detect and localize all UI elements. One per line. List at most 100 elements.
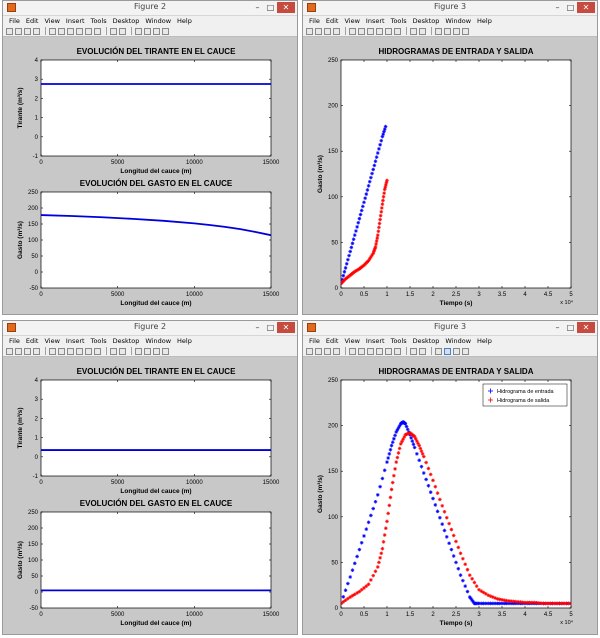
plot-axes[interactable]: HIDROGRAMAS DE ENTRADA Y SALIDA 0 0.5 1 1.5 2…	[317, 367, 574, 627]
colorbar-icon[interactable]	[435, 347, 442, 355]
zoom-out-icon[interactable]	[67, 347, 74, 355]
menu-item-desktop[interactable]: Desktop	[412, 17, 440, 25]
close-button[interactable]: ✕	[277, 322, 295, 333]
menu-item-file[interactable]: File	[309, 337, 320, 345]
menu-item-help[interactable]: Help	[177, 17, 192, 25]
pan-icon[interactable]	[76, 27, 83, 35]
menu-item-file[interactable]: File	[9, 17, 20, 25]
menu-item-desktop[interactable]: Desktop	[112, 337, 140, 345]
maximize-button[interactable]: □	[566, 323, 575, 332]
menu-item-insert[interactable]: Insert	[65, 17, 85, 25]
open-icon[interactable]	[15, 347, 22, 355]
maximize-button[interactable]: □	[266, 3, 275, 12]
zoom-in-icon[interactable]	[58, 27, 65, 35]
print-icon[interactable]	[33, 347, 40, 355]
menu-item-edit[interactable]: Edit	[325, 337, 339, 345]
legend-icon[interactable]	[444, 27, 451, 35]
arrow-icon[interactable]	[49, 347, 56, 355]
minimize-button[interactable]: –	[255, 323, 260, 332]
plot-area[interactable]	[40, 191, 272, 289]
show-icon[interactable]	[162, 347, 169, 355]
maximize-button[interactable]: □	[566, 3, 575, 12]
link-icon[interactable]	[419, 347, 426, 355]
close-button[interactable]: ✕	[577, 322, 595, 333]
rotate-icon[interactable]	[385, 27, 392, 35]
title-bar[interactable]: Figure 2 – □ ✕	[3, 1, 297, 16]
close-button[interactable]: ✕	[277, 2, 295, 13]
arrow-icon[interactable]	[49, 27, 56, 35]
link-icon[interactable]	[119, 27, 126, 35]
colorbar-icon[interactable]	[135, 27, 142, 35]
brush-icon[interactable]	[410, 27, 417, 35]
plot-area[interactable]	[40, 511, 272, 609]
menu-item-view[interactable]: View	[344, 337, 360, 345]
figure-window[interactable]: Figure 2 – □ ✕ File Edit View Insert Tools Deskto…	[2, 0, 298, 315]
pan-icon[interactable]	[376, 347, 383, 355]
zoom-in-icon[interactable]	[358, 27, 365, 35]
menu-item-window[interactable]: Window	[445, 337, 472, 345]
zoom-out-icon[interactable]	[367, 27, 374, 35]
save-icon[interactable]	[24, 347, 31, 355]
title-bar[interactable]: Figure 2 – □ ✕	[3, 321, 297, 336]
figure-window[interactable]: Figure 3 – □ ✕ File Edit View Insert Tools Deskto…	[302, 320, 598, 635]
hide-icon[interactable]	[153, 27, 160, 35]
maximize-button[interactable]: □	[266, 323, 275, 332]
rotate-icon[interactable]	[385, 347, 392, 355]
print-icon[interactable]	[33, 27, 40, 35]
zoom-out-icon[interactable]	[67, 27, 74, 35]
menu-item-tools[interactable]: Tools	[90, 337, 107, 345]
legend-icon[interactable]	[144, 347, 151, 355]
menu-item-window[interactable]: Window	[445, 17, 472, 25]
menu-item-view[interactable]: View	[44, 17, 60, 25]
legend-icon[interactable]	[444, 347, 451, 355]
menu-item-edit[interactable]: Edit	[25, 17, 39, 25]
figure-window[interactable]: Figure 2 – □ ✕ File Edit View Insert Tools Deskto…	[2, 320, 298, 635]
plot-axes[interactable]: HIDROGRAMAS DE ENTRADA Y SALIDA 0 0.5 1 1.5 2…	[317, 47, 574, 307]
arrow-icon[interactable]	[349, 27, 356, 35]
figure-window[interactable]: Figure 3 – □ ✕ File Edit View Insert Tools Deskto…	[302, 0, 598, 315]
link-icon[interactable]	[119, 347, 126, 355]
menu-item-desktop[interactable]: Desktop	[112, 17, 140, 25]
menu-item-tools[interactable]: Tools	[390, 17, 407, 25]
datacursor-icon[interactable]	[94, 347, 101, 355]
menu-item-file[interactable]: File	[309, 17, 320, 25]
legend[interactable]: Hidrograma de entrada Hidrograma de salid…	[482, 383, 568, 407]
pan-icon[interactable]	[76, 347, 83, 355]
hide-icon[interactable]	[453, 27, 460, 35]
menu-item-view[interactable]: View	[344, 17, 360, 25]
title-bar[interactable]: Figure 3 – □ ✕	[303, 321, 597, 336]
menu-item-window[interactable]: Window	[145, 17, 172, 25]
title-bar[interactable]: Figure 3 – □ ✕	[303, 1, 597, 16]
close-button[interactable]: ✕	[577, 2, 595, 13]
legend-box[interactable]	[482, 383, 568, 407]
new-icon[interactable]	[6, 347, 13, 355]
menu-item-view[interactable]: View	[44, 337, 60, 345]
legend-icon[interactable]	[144, 27, 151, 35]
open-icon[interactable]	[315, 27, 322, 35]
menu-item-insert[interactable]: Insert	[65, 337, 85, 345]
menu-item-insert[interactable]: Insert	[365, 17, 385, 25]
brush-icon[interactable]	[110, 27, 117, 35]
rotate-icon[interactable]	[85, 347, 92, 355]
brush-icon[interactable]	[110, 347, 117, 355]
colorbar-icon[interactable]	[135, 347, 142, 355]
minimize-button[interactable]: –	[255, 3, 260, 12]
menu-item-desktop[interactable]: Desktop	[412, 337, 440, 345]
save-icon[interactable]	[324, 347, 331, 355]
datacursor-icon[interactable]	[394, 27, 401, 35]
new-icon[interactable]	[306, 27, 313, 35]
menu-item-help[interactable]: Help	[477, 17, 492, 25]
brush-icon[interactable]	[410, 347, 417, 355]
open-icon[interactable]	[15, 27, 22, 35]
menu-item-file[interactable]: File	[9, 337, 20, 345]
arrow-icon[interactable]	[349, 347, 356, 355]
menu-item-edit[interactable]: Edit	[25, 337, 39, 345]
show-icon[interactable]	[162, 27, 169, 35]
zoom-in-icon[interactable]	[358, 347, 365, 355]
link-icon[interactable]	[419, 27, 426, 35]
menu-item-edit[interactable]: Edit	[325, 17, 339, 25]
print-icon[interactable]	[333, 347, 340, 355]
hide-icon[interactable]	[453, 347, 460, 355]
